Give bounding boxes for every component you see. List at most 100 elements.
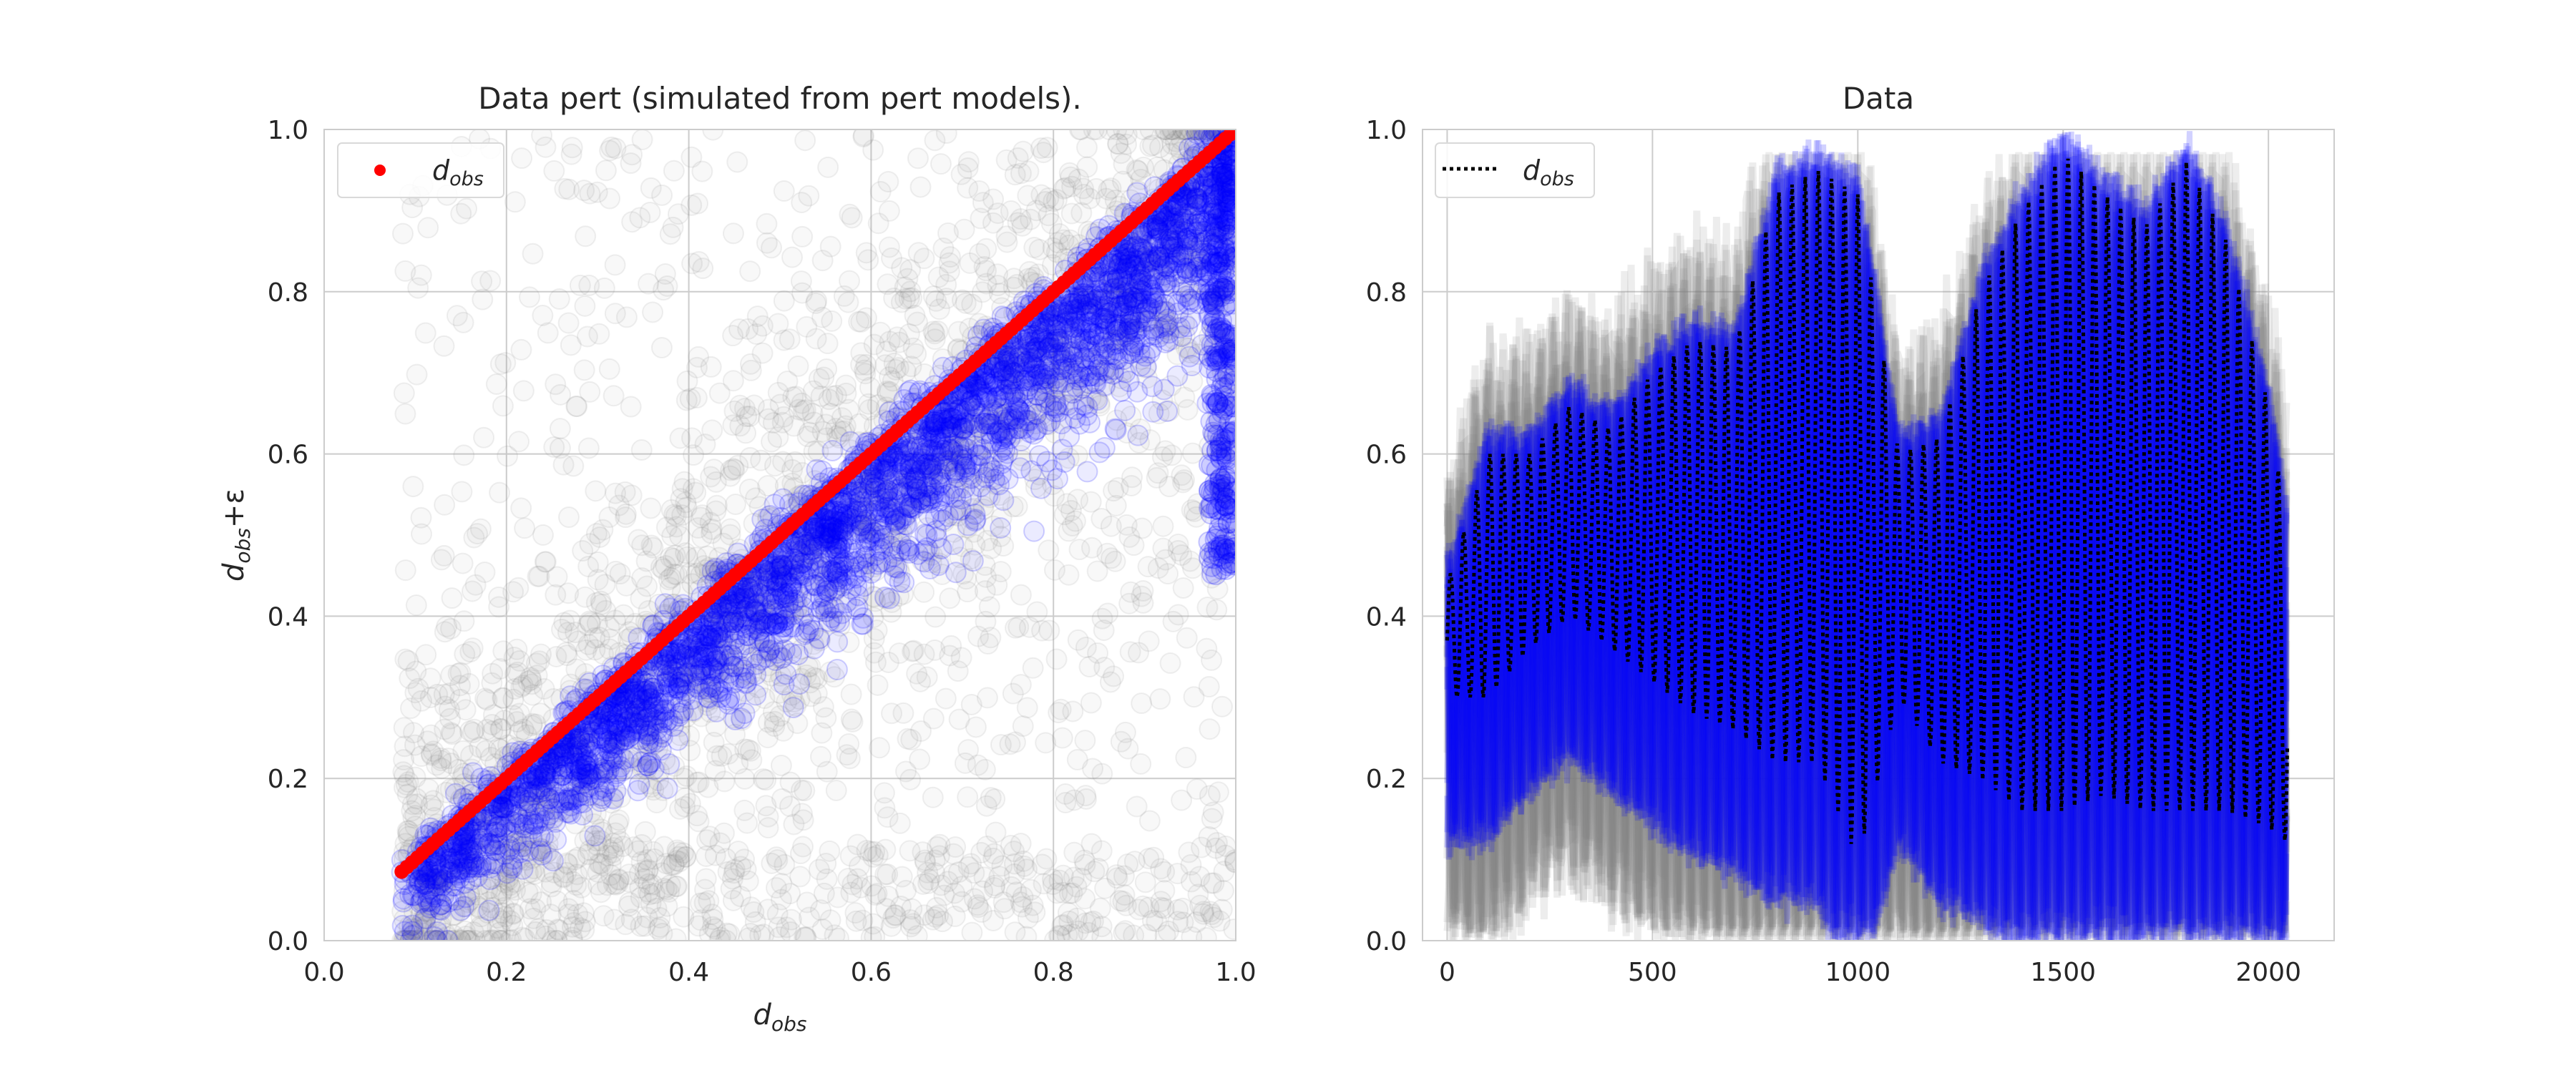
pert-point-gray	[1080, 491, 1102, 513]
pert-point-gray	[1018, 160, 1040, 182]
pert-point-gray	[783, 415, 805, 437]
pert-point-gray	[1186, 778, 1208, 800]
pert-point-gray	[579, 825, 601, 847]
pert-point-gray	[462, 833, 484, 856]
pert-point-gray	[1183, 686, 1205, 708]
pert-point-gray	[722, 325, 744, 347]
pert-point-gray	[602, 385, 625, 407]
pert-point-gray	[640, 711, 663, 733]
pert-point-gray	[894, 288, 917, 310]
pert-point-gray	[669, 715, 691, 738]
pert-point-gray	[951, 289, 973, 311]
pert-point-gray	[588, 853, 610, 875]
pert-point-gray	[1172, 471, 1194, 494]
pert-point-gray	[808, 858, 830, 881]
pert-point-gray	[545, 584, 567, 606]
pert-point-gray	[630, 439, 653, 461]
pert-point-gray	[957, 157, 979, 180]
pert-point-gray	[970, 207, 992, 230]
pert-point-gray	[574, 586, 596, 608]
pert-point-gray	[753, 608, 775, 630]
pert-point-gray	[627, 840, 649, 862]
pert-point-gray	[825, 779, 847, 801]
pert-point-gray	[917, 467, 940, 489]
pert-point-gray	[535, 861, 557, 883]
pert-point-gray	[902, 913, 924, 935]
pert-point-gray	[595, 160, 617, 182]
pert-point-gray	[572, 902, 595, 924]
pert-point-gray	[1199, 161, 1221, 183]
pert-point-gray	[859, 376, 881, 398]
pert-point-gray	[783, 691, 805, 713]
pert-point-gray	[791, 803, 813, 825]
pert-point-gray	[757, 805, 779, 828]
pert-point-gray	[990, 561, 1012, 583]
pert-point-gray	[1209, 433, 1231, 455]
pert-point-gray	[492, 687, 514, 709]
pert-point-gray	[1153, 159, 1175, 181]
pert-point-gray	[791, 192, 813, 214]
pert-point-gray	[440, 665, 462, 687]
pert-point-gray	[755, 769, 777, 791]
pert-point-gray	[877, 382, 899, 404]
pert-point-gray	[975, 260, 997, 282]
pert-point-gray	[735, 422, 757, 444]
pert-point-gray	[620, 626, 643, 648]
pert-point-gray	[1083, 129, 1105, 140]
pert-point-gray	[864, 556, 886, 578]
pert-point-gray	[407, 277, 429, 299]
pert-point-gray	[769, 393, 791, 416]
pert-point-gray	[510, 497, 532, 519]
pert-point-gray	[693, 891, 716, 913]
pert-point-gray	[678, 725, 701, 747]
pert-point-gray	[1193, 223, 1215, 245]
pert-point-gray	[1128, 431, 1150, 454]
pert-point-gray	[701, 522, 723, 544]
pert-point-gray	[653, 836, 675, 858]
pert-point-gray	[757, 711, 779, 733]
pert-point-gray	[880, 499, 902, 521]
pert-point-gray	[1119, 250, 1141, 273]
pert-point-gray	[888, 642, 910, 665]
pert-point-gray	[840, 881, 862, 903]
pert-point-gray	[1215, 835, 1236, 857]
pert-point-gray	[862, 846, 884, 868]
pert-point-gray	[671, 478, 693, 500]
pert-point-gray	[1189, 866, 1211, 888]
pert-point-gray	[670, 698, 693, 720]
pert-point-gray	[1117, 853, 1139, 876]
pert-point-gray	[735, 663, 757, 685]
pert-point-gray	[650, 337, 673, 359]
pert-point-gray	[480, 747, 502, 769]
pert-point-gray	[882, 370, 904, 392]
pert-point-gray	[655, 516, 678, 539]
pert-point-gray	[768, 916, 790, 939]
pert-point-gray	[492, 395, 514, 417]
pert-point-gray	[1106, 864, 1128, 886]
pert-point-gray	[688, 915, 710, 937]
pert-point-gray	[967, 625, 990, 647]
pert-point-gray	[659, 223, 681, 245]
pert-point-gray	[525, 898, 547, 920]
pert-point-gray	[761, 852, 783, 874]
pert-point-gray	[767, 313, 789, 335]
pert-point-gray	[600, 792, 623, 814]
pert-point-gray	[932, 454, 955, 476]
pert-point-gray	[720, 664, 742, 686]
pert-point-gray	[637, 858, 659, 881]
pert-point-gray	[487, 833, 509, 856]
pert-point-gray	[585, 522, 608, 544]
pert-point-gray	[1114, 721, 1136, 743]
pert-point-gray	[487, 907, 509, 929]
pert-point-gray	[767, 381, 789, 403]
pert-point-gray	[493, 805, 515, 828]
pert-point-gray	[687, 192, 709, 215]
pert-point-gray	[897, 468, 919, 490]
pert-point-gray	[884, 554, 906, 576]
pert-point-blue	[1179, 346, 1201, 368]
pert-point-gray	[1002, 276, 1025, 298]
pert-point-gray	[579, 182, 601, 205]
pert-point-gray	[1052, 864, 1074, 886]
pert-point-gray	[972, 880, 994, 902]
pert-point-gray	[765, 846, 787, 868]
